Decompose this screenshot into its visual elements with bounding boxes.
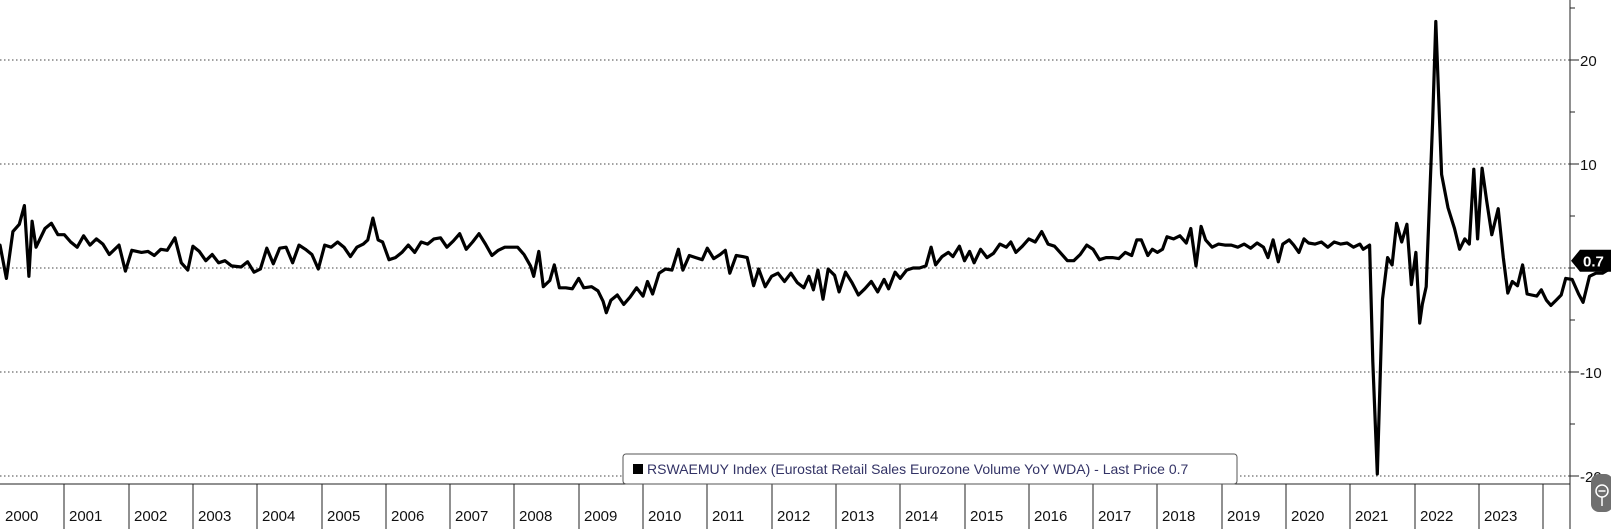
legend[interactable]: RSWAEMUY Index (Eurostat Retail Sales Eu… [622, 453, 1238, 485]
x-tick-label: 2021 [1355, 508, 1388, 525]
x-tick-label: 2004 [262, 508, 295, 525]
series-layer [0, 19, 1611, 476]
last-value-label: 0.7 [1583, 254, 1604, 271]
legend-swatch-icon [633, 464, 643, 474]
x-tick-label: 2002 [134, 508, 167, 525]
x-tick-label: 2008 [519, 508, 552, 525]
x-tick-label: 2005 [327, 508, 360, 525]
x-tick-label: 2015 [970, 508, 1003, 525]
x-tick-label: 2016 [1034, 508, 1067, 525]
x-tick-label: 2011 [712, 508, 744, 525]
x-tick-label: 2014 [905, 508, 938, 525]
x-tick-label: 2020 [1291, 508, 1324, 525]
x-tick-label: 2013 [841, 508, 874, 525]
x-tick-label: 2012 [777, 508, 810, 525]
y-tick-label: -10 [1580, 365, 1602, 382]
x-tick-label: 2003 [198, 508, 231, 525]
legend-text: RSWAEMUY Index (Eurostat Retail Sales Eu… [647, 461, 1189, 477]
x-tick-label: 2010 [648, 508, 681, 525]
y-tick-label: 10 [1580, 157, 1597, 174]
zoom-out-icon[interactable] [1591, 474, 1611, 512]
last-value-badge: 0.7 [1571, 249, 1611, 272]
x-tick-label: 2023 [1484, 508, 1517, 525]
x-tick-label: 2000 [5, 508, 38, 525]
x-tick-label: 2018 [1162, 508, 1195, 525]
x-tick-label: 2007 [455, 508, 488, 525]
series-line-rswaemuy [0, 19, 1611, 476]
legend-box [622, 453, 1238, 485]
x-tick-label: 2006 [391, 508, 424, 525]
x-tick-label: 2017 [1098, 508, 1131, 525]
x-tick-label: 2009 [584, 508, 617, 525]
last-value-badge-shape [1571, 249, 1611, 272]
y-tick-label: 20 [1580, 53, 1597, 70]
x-tick-label: 2019 [1227, 508, 1260, 525]
x-tick-label: 2001 [69, 508, 102, 525]
x-tick-label: 2022 [1420, 508, 1453, 525]
